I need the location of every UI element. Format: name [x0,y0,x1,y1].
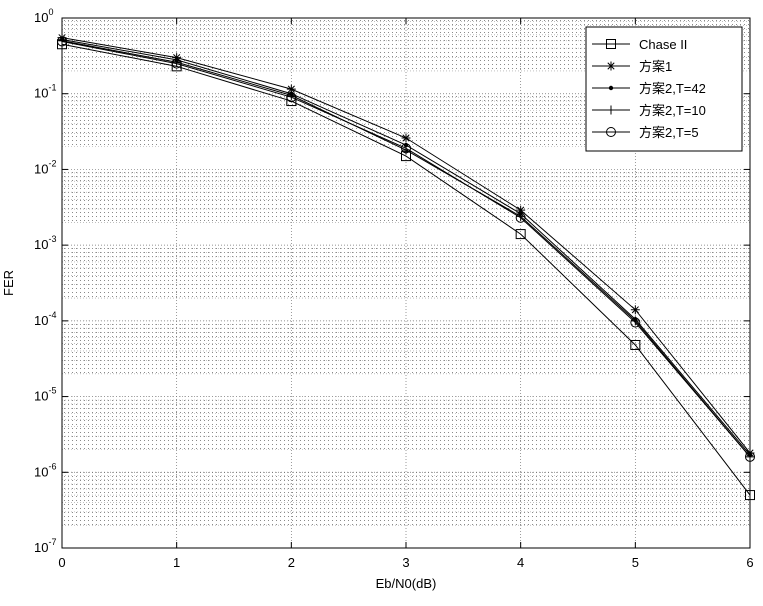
data-point [631,305,640,314]
x-tick-label: 1 [173,555,180,570]
x-tick-label: 4 [517,555,524,570]
y-tick-base: 10 [34,86,48,101]
grid-band [62,245,750,298]
y-tick-label: 10-3 [34,234,56,252]
y-tick-label: 10-4 [34,310,56,328]
legend-marker [609,86,613,90]
y-tick-label: 100 [34,7,53,25]
y-tick-exponent: -5 [48,386,56,396]
y-tick-labels: 10-710-610-510-410-310-210-1100 [34,7,56,555]
y-tick-exponent: -2 [48,158,56,168]
x-tick-label: 3 [402,555,409,570]
x-tick-label: 6 [746,555,753,570]
y-tick-exponent: -7 [48,537,56,547]
y-tick-base: 10 [34,389,48,404]
y-tick-base: 10 [34,161,48,176]
x-axis-title: Eb/N0(dB) [376,576,437,591]
legend-label: 方案2,T=5 [639,125,699,140]
y-tick-exponent: -4 [48,310,56,320]
legend-label: Chase II [639,37,687,52]
x-tick-label: 0 [58,555,65,570]
y-tick-label: 10-2 [34,158,56,176]
data-point [402,134,411,143]
grid-band [62,321,750,374]
y-tick-exponent: -1 [48,83,56,93]
y-tick-base: 10 [34,10,48,25]
y-tick-exponent: 0 [48,7,53,17]
y-tick-base: 10 [34,313,48,328]
x-tick-labels: 0 1 2 3 4 5 6 [58,555,753,570]
x-tick-label: 5 [632,555,639,570]
y-tick-exponent: -3 [48,234,56,244]
legend-label: 方案2,T=10 [639,103,706,118]
legend: Chase II 方案1 方案2,T=42 方案2,T=10 方案2,T=5 [586,27,742,151]
y-tick-base: 10 [34,464,48,479]
y-tick-label: 10-6 [34,461,56,479]
legend-label: 方案1 [639,59,672,74]
y-axis-title: FER [1,270,16,296]
x-tick-label: 2 [288,555,295,570]
y-tick-base: 10 [34,540,48,555]
legend-label: 方案2,T=42 [639,81,706,96]
y-tick-label: 10-5 [34,386,56,404]
legend-marker [607,62,616,71]
y-tick-label: 10-1 [34,83,56,101]
y-tick-label: 10-7 [34,537,56,555]
y-tick-exponent: -6 [48,461,56,471]
y-tick-base: 10 [34,237,48,252]
